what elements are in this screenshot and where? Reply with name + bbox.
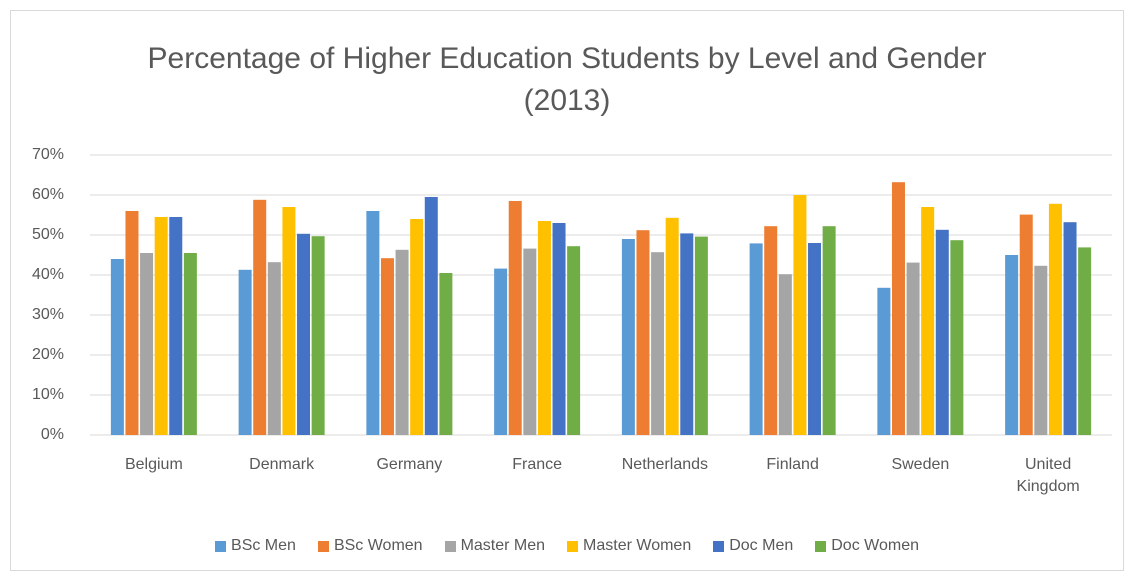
- bar: [297, 233, 311, 435]
- bar: [410, 219, 424, 435]
- legend: BSc Men BSc Women Master Men Master Women Do…: [0, 537, 1134, 555]
- bar: [380, 258, 394, 435]
- x-tick-label: Netherlands: [621, 456, 709, 473]
- legend-swatch: [567, 540, 579, 552]
- y-tick-label: 60%: [32, 186, 64, 203]
- bar: [154, 217, 168, 435]
- chart-title: Percentage of Higher Education Students …: [147, 42, 987, 117]
- bar: [282, 207, 296, 435]
- bar: [140, 253, 154, 435]
- bar: [749, 243, 763, 435]
- bar: [935, 229, 949, 435]
- y-tick-label: 40%: [32, 266, 64, 283]
- y-tick-label: 50%: [32, 226, 64, 243]
- bar: [567, 246, 581, 435]
- bar: [636, 230, 650, 435]
- bar: [808, 243, 822, 435]
- legend-item: Doc Women: [815, 537, 919, 555]
- legend-label: BSc Men: [231, 537, 296, 554]
- bar: [366, 211, 380, 435]
- legend-swatch: [815, 540, 827, 552]
- bar: [778, 274, 792, 435]
- bar: [169, 217, 183, 435]
- x-tick-label: Finland: [766, 456, 819, 473]
- x-tick-label: Denmark: [249, 456, 315, 473]
- bar: [822, 226, 836, 435]
- bar: [1078, 247, 1092, 435]
- bar: [1063, 222, 1077, 435]
- legend-swatch: [713, 540, 725, 552]
- bar: [523, 248, 537, 435]
- x-tick-label: France: [512, 456, 563, 473]
- y-tick-label: 20%: [32, 346, 64, 363]
- bar: [253, 199, 267, 435]
- bar: [621, 239, 635, 435]
- x-tick-label: Sweden: [891, 456, 950, 473]
- x-tick-label: Belgium: [124, 456, 183, 473]
- legend-item: BSc Women: [317, 537, 423, 555]
- bar: [238, 269, 252, 435]
- bar: [950, 240, 964, 435]
- legend-label: Doc Men: [729, 537, 794, 554]
- bar: [1048, 203, 1062, 435]
- bar: [395, 249, 409, 435]
- bar: [183, 253, 197, 435]
- bar: [694, 236, 708, 435]
- bar: [665, 217, 679, 435]
- legend-item: BSc Men: [215, 537, 296, 555]
- legend-swatch: [444, 540, 456, 552]
- bar: [267, 262, 281, 435]
- legend-label: Master Women: [583, 537, 692, 554]
- bar: [1019, 214, 1033, 435]
- bar: [494, 268, 508, 435]
- bar: [906, 262, 920, 435]
- bar: [793, 195, 807, 435]
- y-tick-label: 0%: [41, 426, 64, 443]
- y-tick-label: 70%: [32, 146, 64, 163]
- bar: [552, 223, 566, 435]
- legend-swatch: [215, 540, 227, 552]
- bar: [424, 197, 438, 435]
- bar: [680, 233, 694, 435]
- bar: [651, 252, 665, 435]
- x-tick-label: Germany: [376, 456, 443, 473]
- bar: [537, 221, 551, 435]
- bar: [125, 211, 139, 435]
- bar: [1005, 255, 1019, 435]
- bar: [891, 182, 905, 435]
- bar: [1034, 265, 1048, 435]
- legend-label: BSc Women: [333, 537, 423, 554]
- legend-label: Master Men: [460, 537, 546, 554]
- bar: [764, 226, 778, 435]
- y-tick-label: 30%: [32, 306, 64, 323]
- bar: [439, 273, 453, 435]
- bar: [110, 259, 124, 435]
- bar: [508, 201, 522, 435]
- legend-label: Doc Women: [831, 537, 919, 554]
- legend-item: Master Men: [444, 537, 546, 555]
- legend-item: Doc Men: [713, 537, 793, 555]
- bar: [311, 236, 325, 435]
- legend-item: Master Women: [567, 537, 691, 555]
- x-tick-label: United Kingdom: [1016, 456, 1080, 495]
- bar: [877, 287, 891, 435]
- y-tick-label: 10%: [32, 386, 64, 403]
- bar: [921, 207, 935, 435]
- legend-swatch: [317, 540, 329, 552]
